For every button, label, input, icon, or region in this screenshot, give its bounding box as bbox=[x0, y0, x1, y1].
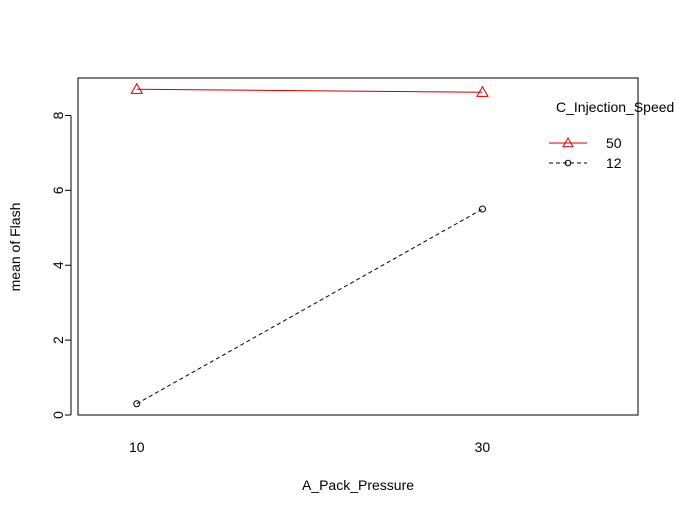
y-axis: 0 2 4 6 8 bbox=[50, 111, 72, 419]
legend: C_Injection_Speed 50 12 bbox=[549, 99, 674, 171]
y-axis-label: mean of Flash bbox=[7, 203, 23, 292]
series-layer bbox=[130, 82, 489, 408]
data-point-12 bbox=[478, 205, 486, 213]
legend-label: 12 bbox=[606, 155, 622, 171]
plot-frame bbox=[77, 77, 639, 416]
x-axis: 10 30 bbox=[129, 439, 490, 455]
series-50 bbox=[130, 82, 489, 97]
y-tick-label: 0 bbox=[50, 411, 66, 419]
x-axis-label: A_Pack_Pressure bbox=[302, 477, 414, 493]
data-point-50 bbox=[476, 85, 489, 97]
legend-entry-50: 50 bbox=[549, 135, 622, 151]
y-tick-label: 8 bbox=[50, 111, 66, 119]
series-12 bbox=[133, 205, 486, 408]
data-point-50 bbox=[130, 82, 144, 94]
legend-label: 50 bbox=[606, 135, 622, 151]
series-line-12 bbox=[136, 208, 483, 405]
y-tick-label: 4 bbox=[50, 261, 66, 269]
y-tick-label: 6 bbox=[50, 186, 66, 194]
legend-marker bbox=[564, 159, 572, 167]
data-point-12 bbox=[133, 400, 141, 408]
legend-title: C_Injection_Speed bbox=[556, 99, 674, 115]
series-line-50 bbox=[136, 88, 483, 93]
legend-entry-12: 12 bbox=[549, 155, 622, 171]
y-tick-label: 2 bbox=[50, 336, 66, 344]
legend-marker bbox=[562, 136, 574, 148]
x-tick-label: 10 bbox=[129, 439, 145, 455]
x-tick-label: 30 bbox=[475, 439, 491, 455]
